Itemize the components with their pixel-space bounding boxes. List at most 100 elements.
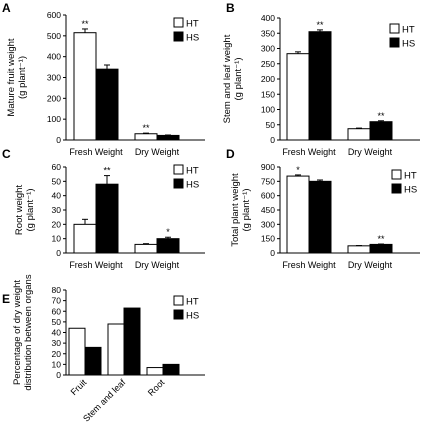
y-tick-label: 100 <box>47 114 61 124</box>
significance-label: ** <box>81 19 89 29</box>
x-category-label: Fresh Weight <box>282 147 336 157</box>
y-tick-label: 900 <box>261 162 275 172</box>
x-category-label: Dry Weight <box>348 260 393 270</box>
y-tick-label: 400 <box>47 52 61 62</box>
legend-label: HT <box>186 166 199 177</box>
y-axis-label: Mature fruit weight <box>6 38 17 117</box>
y-tick-label: 60 <box>52 306 62 316</box>
bar-hs <box>156 238 180 254</box>
x-category-label: Root <box>146 377 167 398</box>
bar-hs <box>95 68 119 141</box>
bar-hs <box>84 346 102 376</box>
legend-swatch-ht <box>173 295 184 306</box>
y-tick-label: 150 <box>261 89 275 99</box>
panel-e: E Percentage of dry weight distribution be… <box>2 274 205 424</box>
bar-hs <box>308 180 332 254</box>
y-tick-label: 70 <box>52 296 62 306</box>
legend-swatch-hs <box>391 183 402 194</box>
y-tick-label: 50 <box>52 317 62 327</box>
bar-ht <box>73 32 97 141</box>
x-category-label: Dry Weight <box>135 147 180 157</box>
significance-label: ** <box>377 111 385 121</box>
panel-letter: C <box>2 147 11 161</box>
y-tick-label: 80 <box>52 285 62 295</box>
y-tick-label: 0 <box>56 370 61 380</box>
bar-ht <box>347 128 371 141</box>
x-category-label: Fresh Weight <box>69 260 123 270</box>
y-tick-label: 10 <box>52 359 62 369</box>
legend-swatch-hs <box>173 309 184 320</box>
x-category-label: Stem and leaf <box>81 377 128 424</box>
legend-swatch-ht <box>173 164 184 175</box>
significance-label: ** <box>377 234 385 244</box>
significance-label: ** <box>103 166 111 176</box>
significance-label: * <box>166 227 170 237</box>
y-tick-label: 50 <box>52 176 62 186</box>
y-tick-label: 20 <box>52 349 62 359</box>
legend-label: HS <box>404 185 417 196</box>
x-category-label: Dry Weight <box>135 260 180 270</box>
y-axis-label: Root weight <box>14 185 25 236</box>
x-category-label: Dry Weight <box>348 147 393 157</box>
legend-swatch-ht <box>173 17 184 28</box>
panel-d: D Total plant weight (g plant⁻¹) 0 150 300 450… <box>226 147 420 270</box>
legend-swatch-ht <box>389 23 400 34</box>
bar-hs <box>369 121 393 141</box>
y-tick-label: 40 <box>52 191 62 201</box>
bar-ht <box>134 133 158 141</box>
legend-label: HT <box>402 25 415 36</box>
legend-swatch-hs <box>389 37 400 48</box>
x-category-label: Fruit <box>69 377 89 397</box>
bar-ht <box>107 323 125 376</box>
legend-label: HS <box>186 311 199 322</box>
y-tick-label: 20 <box>52 219 62 229</box>
y-tick-label: 10 <box>52 234 62 244</box>
y-tick-label: 600 <box>47 10 61 20</box>
panel-letter: B <box>226 1 235 15</box>
y-axis-label: (g plant⁻¹) <box>25 188 36 231</box>
significance-label: ** <box>142 123 150 133</box>
legend-swatch-ht <box>391 169 402 180</box>
y-axis-label: (g plant⁻¹) <box>233 57 244 100</box>
panel-b: B Stem and leaf weight (g plant⁻¹) 0 50 100 15… <box>222 1 420 157</box>
panel-letter: E <box>2 292 10 306</box>
bar-hs <box>123 307 141 376</box>
panel-a: A Mature fruit weight (g plant⁻¹) 0 100 200 30… <box>2 1 205 157</box>
y-axis-label: Percentage of dry weight <box>12 280 23 385</box>
y-tick-label: 0 <box>270 135 275 145</box>
x-category-label: Fresh Weight <box>282 260 336 270</box>
bar-ht <box>286 175 310 254</box>
y-tick-label: 450 <box>261 205 275 215</box>
y-tick-label: 300 <box>47 73 61 83</box>
bar-hs <box>308 31 332 141</box>
y-tick-label: 200 <box>261 74 275 84</box>
y-axis-label: (g plant⁻¹) <box>17 56 28 99</box>
y-tick-label: 500 <box>47 31 61 41</box>
y-tick-label: 250 <box>261 59 275 69</box>
y-tick-label: 300 <box>261 44 275 54</box>
bar-hs <box>369 243 393 254</box>
legend-label: HS <box>186 180 199 191</box>
significance-label: * <box>296 165 300 175</box>
y-tick-label: 30 <box>52 338 62 348</box>
bar-ht <box>68 327 86 376</box>
legend-label: HT <box>404 171 417 182</box>
y-tick-label: 350 <box>261 28 275 38</box>
y-tick-label: 300 <box>261 219 275 229</box>
y-tick-label: 60 <box>52 162 62 172</box>
bar-ht <box>347 245 371 254</box>
y-tick-label: 0 <box>56 135 61 145</box>
y-tick-label: 0 <box>270 248 275 258</box>
x-category-label: Fresh Weight <box>69 147 123 157</box>
y-axis-label: distribution between organs <box>23 274 34 390</box>
y-tick-label: 40 <box>52 328 62 338</box>
bar-ht <box>73 223 97 254</box>
legend-label: HT <box>186 297 199 308</box>
y-tick-label: 400 <box>261 13 275 23</box>
significance-label: ** <box>316 20 324 30</box>
legend-label: HT <box>186 19 199 30</box>
y-tick-label: 50 <box>266 120 276 130</box>
panel-letter: D <box>226 147 235 161</box>
y-axis-label: Stem and leaf weight <box>222 34 233 123</box>
